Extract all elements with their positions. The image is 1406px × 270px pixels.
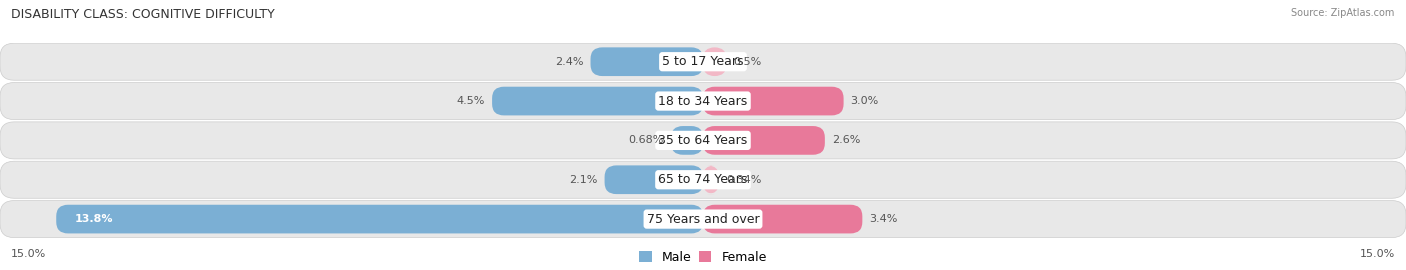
Text: 13.8%: 13.8% — [75, 214, 114, 224]
FancyBboxPatch shape — [492, 87, 703, 115]
Text: 65 to 74 Years: 65 to 74 Years — [658, 173, 748, 186]
Text: 35 to 64 Years: 35 to 64 Years — [658, 134, 748, 147]
Text: 0.34%: 0.34% — [725, 175, 761, 185]
Text: Source: ZipAtlas.com: Source: ZipAtlas.com — [1291, 8, 1395, 18]
FancyBboxPatch shape — [703, 87, 844, 115]
FancyBboxPatch shape — [0, 43, 1406, 80]
FancyBboxPatch shape — [56, 205, 703, 234]
Text: 5 to 17 Years: 5 to 17 Years — [662, 55, 744, 68]
FancyBboxPatch shape — [0, 122, 1406, 159]
Text: 2.4%: 2.4% — [555, 57, 583, 67]
FancyBboxPatch shape — [703, 47, 727, 76]
Text: 3.0%: 3.0% — [851, 96, 879, 106]
Legend: Male, Female: Male, Female — [640, 251, 766, 264]
FancyBboxPatch shape — [0, 201, 1406, 238]
Text: 2.6%: 2.6% — [832, 135, 860, 146]
FancyBboxPatch shape — [605, 166, 703, 194]
FancyBboxPatch shape — [0, 83, 1406, 120]
Text: 4.5%: 4.5% — [457, 96, 485, 106]
Text: 18 to 34 Years: 18 to 34 Years — [658, 94, 748, 107]
Text: 75 Years and over: 75 Years and over — [647, 212, 759, 226]
Text: 0.68%: 0.68% — [628, 135, 664, 146]
Text: DISABILITY CLASS: COGNITIVE DIFFICULTY: DISABILITY CLASS: COGNITIVE DIFFICULTY — [11, 8, 276, 21]
FancyBboxPatch shape — [0, 161, 1406, 198]
Text: 2.1%: 2.1% — [569, 175, 598, 185]
Text: 15.0%: 15.0% — [1360, 249, 1395, 259]
FancyBboxPatch shape — [591, 47, 703, 76]
FancyBboxPatch shape — [671, 126, 703, 155]
Text: 0.5%: 0.5% — [734, 57, 762, 67]
Text: 3.4%: 3.4% — [869, 214, 898, 224]
Text: 15.0%: 15.0% — [11, 249, 46, 259]
FancyBboxPatch shape — [703, 205, 862, 234]
FancyBboxPatch shape — [703, 166, 718, 194]
FancyBboxPatch shape — [703, 126, 825, 155]
